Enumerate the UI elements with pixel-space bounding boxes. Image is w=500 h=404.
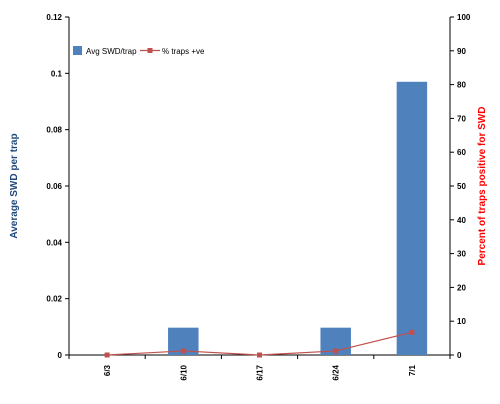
line-point [104, 352, 110, 358]
right-tick-label: 20 [457, 283, 466, 292]
left-tick-label: 0.04 [46, 238, 62, 247]
left-tick-label: 0.02 [46, 295, 62, 304]
right-tick-label: 40 [457, 216, 466, 225]
y-axis-title: Average SWD per trap [9, 133, 20, 238]
x-tick-label: 7/1 [408, 364, 417, 376]
left-tick-label: 0.1 [51, 69, 63, 78]
right-tick-label: 80 [457, 81, 466, 90]
line-point [180, 348, 186, 354]
line-series [104, 329, 415, 358]
x-tick-label: 6/24 [332, 364, 341, 380]
line-point [409, 329, 415, 335]
x-axis-ticks: 6/3 6/10 6/17 6/24 7/1 [68, 355, 451, 381]
left-tick-label: 0.06 [46, 182, 62, 191]
left-axis-ticks: 0 0.02 0.04 0.06 0.08 0.1 0.12 [46, 13, 69, 360]
line-point [333, 348, 339, 354]
legend-bar-label: Avg SWD/trap [86, 47, 137, 56]
legend-bar-swatch [73, 46, 82, 55]
left-tick-label: 0.12 [46, 13, 62, 22]
x-tick-label: 6/3 [103, 364, 112, 376]
bar-series [168, 81, 428, 356]
right-tick-label: 60 [457, 148, 466, 157]
bar [396, 81, 428, 356]
line-point [257, 352, 262, 358]
left-tick-label: 0.08 [46, 126, 62, 135]
axes [68, 17, 451, 356]
right-tick-label: 100 [457, 13, 471, 22]
left-tick-label: 0 [58, 351, 63, 360]
right-tick-label: 50 [457, 182, 466, 191]
right-tick-label: 30 [457, 250, 466, 259]
x-tick-label: 6/17 [256, 364, 265, 380]
y2-axis-title: Percent of traps positive for SWD [477, 107, 488, 266]
legend-line-marker [147, 48, 153, 53]
right-axis-ticks: 0 10 20 30 40 50 60 70 80 90 100 [450, 13, 471, 360]
right-tick-label: 0 [457, 351, 462, 360]
right-tick-label: 70 [457, 114, 466, 123]
legend: Avg SWD/trap % traps +ve [73, 46, 205, 56]
legend-line-label: % traps +ve [162, 47, 205, 56]
right-tick-label: 10 [457, 317, 466, 326]
line-path [107, 331, 413, 356]
x-tick-label: 6/10 [179, 364, 188, 380]
right-tick-label: 90 [457, 47, 466, 56]
